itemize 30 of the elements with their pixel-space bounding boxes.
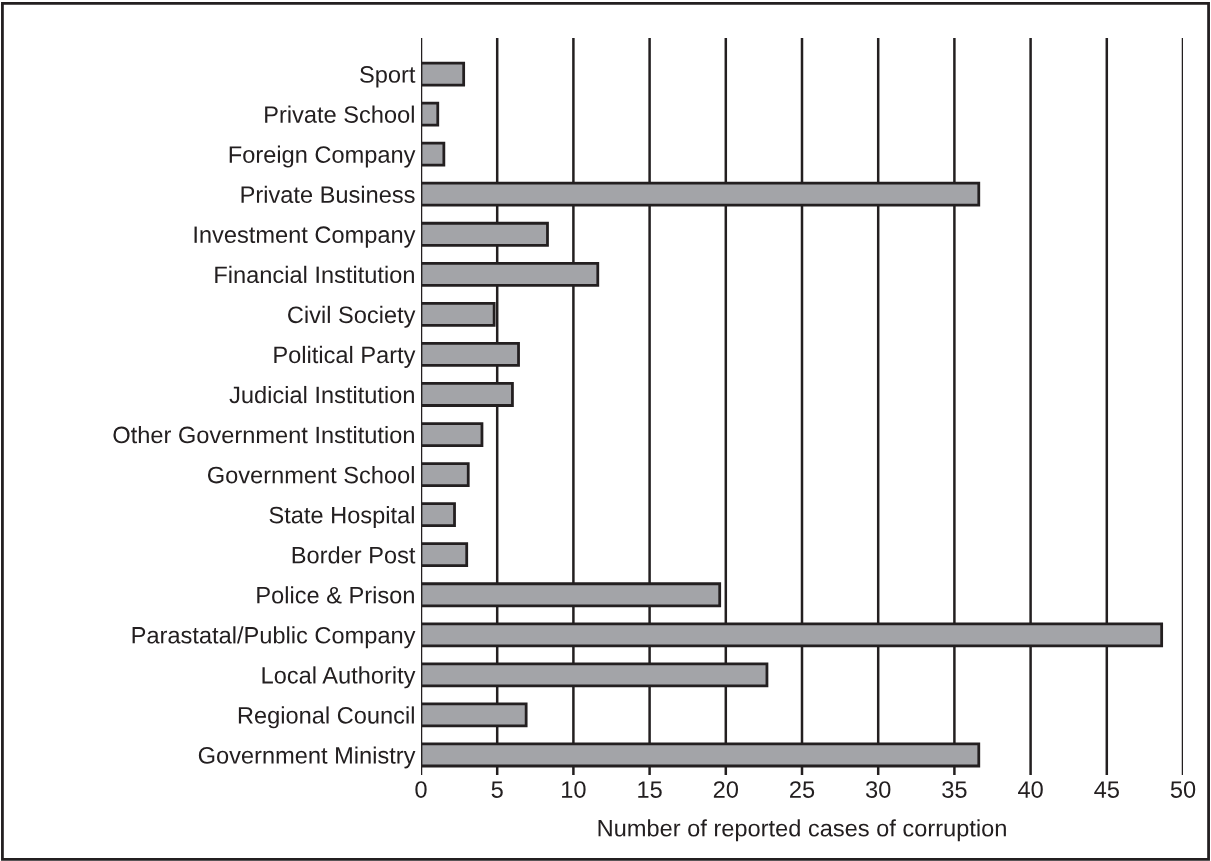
y-tick-label: Parastatal/Public Company [132,626,416,649]
y-tick-label: Financial Institution [215,265,414,284]
x-tick-label: 0 [415,781,427,798]
x-tick-label: 5 [491,781,503,798]
y-tick-label: Political Party [274,345,416,368]
x-tick-label: 40 [1018,781,1043,798]
x-tick-label: 15 [638,781,662,798]
y-tick-label: Local Authority [262,666,416,689]
y-tick-label: Border Post [292,546,416,564]
y-tick-label: Other Government Institution [113,425,414,444]
x-axis-title: Number of reported cases of corruption [598,819,1006,842]
x-tick-label: 45 [1094,781,1119,798]
x-tick-label: 35 [942,781,967,798]
x-tick-label: 50 [1170,781,1196,798]
y-tick-label: Civil Society [288,305,416,328]
y-tick-label: Private Business [241,185,415,203]
y-tick-label: Sport [360,66,416,88]
x-tick-label: 30 [865,781,891,798]
x-tick-label: 20 [713,781,739,798]
x-tick-label: 10 [562,781,586,798]
y-tick-label: Judicial Institution [229,385,414,404]
y-tick-label: Private School [265,105,414,123]
y-tick-label: Regional Council [238,706,414,729]
y-tick-label: Police & Prison [257,586,414,604]
y-tick-label: Investment Company [194,226,416,248]
x-tick-label: 25 [790,781,815,798]
y-tick-label: Government Ministry [198,746,416,769]
y-tick-label: Foreign Company [229,145,416,168]
y-tick-label: Government School [207,466,414,484]
y-tick-label: State Hospital [269,506,414,529]
